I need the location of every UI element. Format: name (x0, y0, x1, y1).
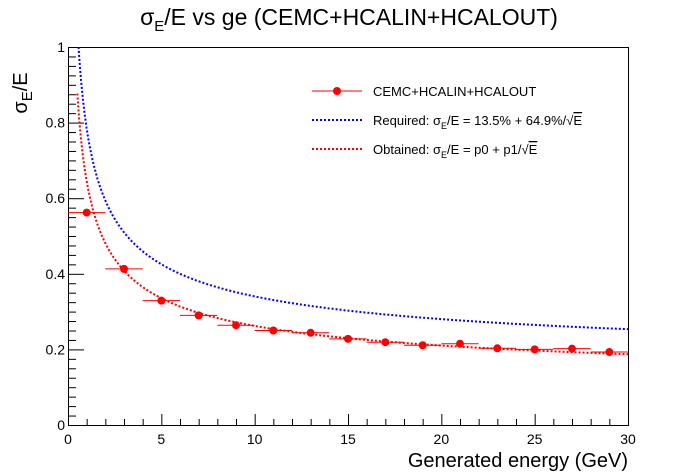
ylabel-sigma: σ (10, 101, 32, 114)
chart-title: σE/E vs ge (CEMC+HCALIN+HCALOUT) (140, 4, 558, 35)
y-tick-label: 0.4 (46, 266, 66, 282)
data-point (568, 344, 576, 353)
axes-ticks (68, 47, 629, 426)
y-tick-labels: 0 0.2 0.4 0.6 0.8 1 (46, 39, 66, 433)
x-tick-labels: 0 5 10 15 20 25 30 (64, 431, 636, 447)
title-sub: E (154, 18, 164, 35)
data-point (269, 326, 278, 335)
legend: CEMC+HCALIN+HCALOUT Required: σE/E = 13.… (312, 84, 582, 160)
data-point (157, 296, 166, 305)
data-point (232, 321, 240, 330)
x-tick-label: 0 (64, 431, 72, 447)
data-point (306, 328, 315, 337)
data-point (344, 334, 352, 343)
x-tick-label: 30 (620, 431, 636, 447)
data-point (530, 345, 539, 354)
legend-label-required: Required: σE/E = 13.5% + 64.9%/√E (373, 113, 582, 131)
curve-obtained (76, 93, 628, 356)
y-tick-label: 1 (57, 39, 65, 55)
legend-label-obtained: Obtained: σE/E = p0 + p1/√E (373, 142, 538, 160)
y-tick-label: 0.2 (46, 341, 66, 357)
data-point (194, 311, 203, 320)
y-tick-label: 0.8 (46, 115, 66, 131)
data-point (456, 339, 464, 348)
ylabel-rest: /E (10, 72, 32, 91)
x-tick-label: 15 (340, 431, 356, 447)
data-point (605, 348, 614, 357)
data-points (68, 208, 628, 357)
data-point (120, 264, 128, 273)
title-rest: /E vs ge (CEMC+HCALIN+HCALOUT) (164, 4, 558, 30)
x-axis-title: Generated energy (GeV) (408, 450, 628, 472)
y-tick-label: 0.6 (46, 190, 66, 206)
x-tick-label: 20 (434, 431, 450, 447)
legend-label-data: CEMC+HCALIN+HCALOUT (373, 84, 536, 99)
y-tick-label: 0 (57, 417, 65, 433)
data-point (418, 341, 427, 350)
legend-marker-data (333, 87, 341, 95)
curves (76, 47, 628, 356)
x-tick-label: 10 (247, 431, 263, 447)
x-tick-label: 25 (527, 431, 543, 447)
data-point (381, 338, 390, 347)
x-tick-label: 5 (157, 431, 165, 447)
data-point (493, 344, 502, 353)
title-sigma: σ (140, 4, 154, 30)
ylabel-sub: E (19, 91, 36, 101)
y-axis-title: σE/E (10, 72, 36, 113)
curve-required (77, 47, 628, 331)
plot-frame (68, 47, 629, 426)
data-point (82, 208, 91, 217)
